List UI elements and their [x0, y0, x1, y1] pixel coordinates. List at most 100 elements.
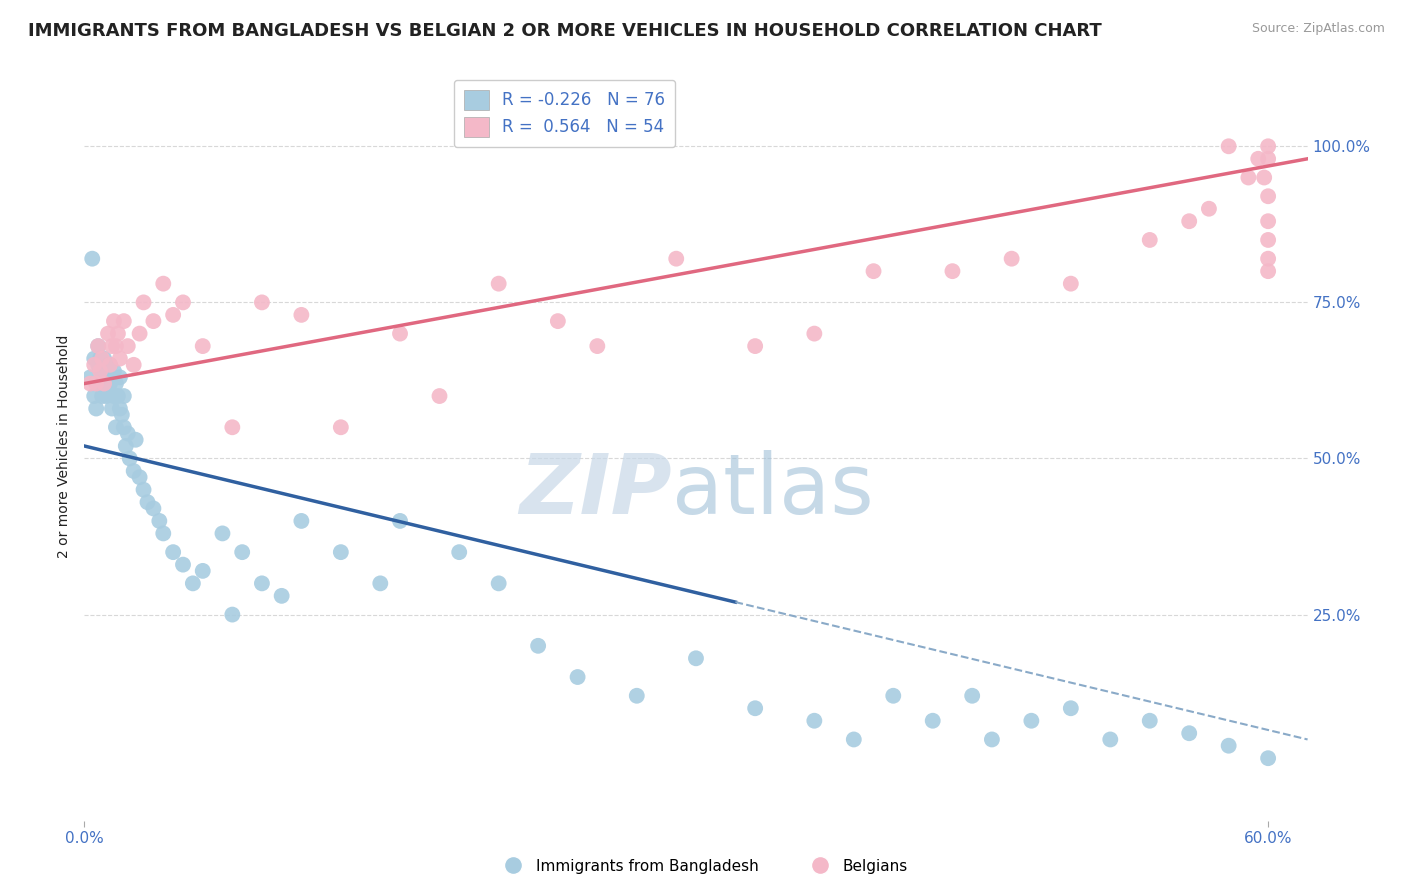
Point — [132, 483, 155, 497]
Point — [89, 351, 111, 366]
Point — [181, 576, 204, 591]
Point — [172, 295, 194, 310]
Point — [547, 314, 569, 328]
Point — [124, 433, 146, 447]
Point — [118, 451, 141, 466]
Point — [449, 545, 471, 559]
Point — [1178, 214, 1201, 228]
Point — [103, 364, 125, 378]
Point — [98, 358, 121, 372]
Point — [97, 383, 120, 397]
Point — [93, 376, 115, 391]
Point — [1247, 152, 1270, 166]
Point — [104, 420, 127, 434]
Point — [148, 514, 170, 528]
Point — [1257, 189, 1279, 203]
Point — [82, 252, 104, 266]
Point — [488, 277, 510, 291]
Point — [122, 358, 145, 372]
Point — [89, 376, 111, 391]
Point — [84, 401, 107, 416]
Point — [389, 326, 412, 341]
Point — [586, 339, 609, 353]
Point — [1178, 726, 1201, 740]
Point — [91, 389, 114, 403]
Point — [221, 607, 243, 622]
Point — [389, 514, 412, 528]
Point — [83, 389, 105, 403]
Point — [862, 264, 884, 278]
Point — [290, 514, 312, 528]
Text: IMMIGRANTS FROM BANGLADESH VS BELGIAN 2 OR MORE VEHICLES IN HOUSEHOLD CORRELATIO: IMMIGRANTS FROM BANGLADESH VS BELGIAN 2 … — [28, 22, 1102, 40]
Point — [142, 314, 165, 328]
Point — [921, 714, 943, 728]
Point — [108, 401, 131, 416]
Point — [104, 376, 127, 391]
Point — [1218, 139, 1240, 153]
Point — [1257, 214, 1279, 228]
Point — [941, 264, 963, 278]
Point — [1257, 152, 1279, 166]
Point — [803, 714, 825, 728]
Point — [103, 389, 125, 403]
Point — [626, 689, 648, 703]
Point — [803, 326, 825, 341]
Point — [744, 701, 766, 715]
Point — [111, 408, 134, 422]
Point — [1139, 233, 1161, 247]
Point — [488, 576, 510, 591]
Point — [83, 351, 105, 366]
Point — [97, 364, 120, 378]
Point — [112, 314, 135, 328]
Point — [152, 277, 174, 291]
Point — [329, 545, 352, 559]
Point — [93, 351, 115, 366]
Point — [98, 358, 121, 372]
Legend: Immigrants from Bangladesh, Belgians: Immigrants from Bangladesh, Belgians — [492, 853, 914, 880]
Point — [93, 376, 115, 391]
Point — [221, 420, 243, 434]
Point — [1257, 264, 1279, 278]
Point — [290, 308, 312, 322]
Point — [665, 252, 688, 266]
Point — [1218, 739, 1240, 753]
Point — [191, 339, 214, 353]
Point — [960, 689, 983, 703]
Point — [79, 376, 101, 391]
Legend: R = -0.226   N = 76, R =  0.564   N = 54: R = -0.226 N = 76, R = 0.564 N = 54 — [454, 79, 675, 147]
Point — [84, 376, 107, 391]
Point — [1257, 139, 1279, 153]
Point — [1139, 714, 1161, 728]
Point — [1001, 252, 1024, 266]
Point — [101, 370, 124, 384]
Point — [107, 389, 129, 403]
Point — [112, 420, 135, 434]
Point — [842, 732, 865, 747]
Point — [89, 364, 111, 378]
Point — [122, 464, 145, 478]
Point — [108, 351, 131, 366]
Point — [1257, 233, 1279, 247]
Point — [142, 501, 165, 516]
Text: ZIP: ZIP — [519, 450, 672, 532]
Point — [1198, 202, 1220, 216]
Point — [527, 639, 550, 653]
Point — [211, 526, 233, 541]
Point — [882, 689, 904, 703]
Point — [98, 376, 121, 391]
Point — [136, 495, 159, 509]
Point — [128, 470, 150, 484]
Point — [107, 326, 129, 341]
Point — [1237, 170, 1260, 185]
Point — [368, 576, 391, 591]
Point — [1021, 714, 1043, 728]
Point — [1060, 701, 1083, 715]
Point — [980, 732, 1002, 747]
Point — [191, 564, 214, 578]
Point — [231, 545, 253, 559]
Point — [329, 420, 352, 434]
Point — [172, 558, 194, 572]
Point — [152, 526, 174, 541]
Text: Source: ZipAtlas.com: Source: ZipAtlas.com — [1251, 22, 1385, 36]
Point — [94, 389, 117, 403]
